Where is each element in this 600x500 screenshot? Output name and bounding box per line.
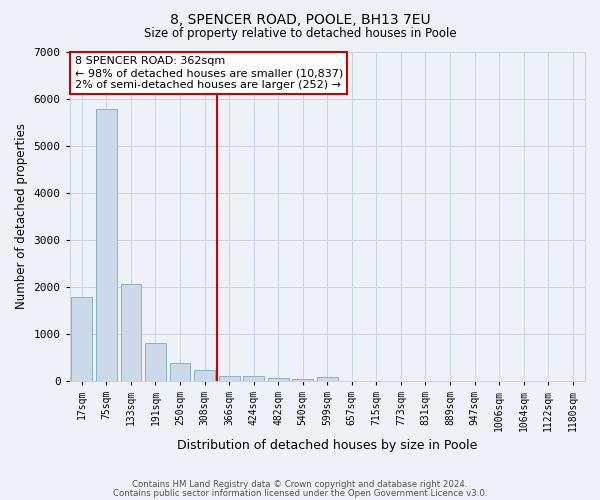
Bar bbox=[292, 379, 313, 381]
Bar bbox=[145, 343, 166, 381]
Text: 8 SPENCER ROAD: 362sqm
← 98% of detached houses are smaller (10,837)
2% of semi-: 8 SPENCER ROAD: 362sqm ← 98% of detached… bbox=[75, 56, 343, 90]
Bar bbox=[218, 376, 239, 381]
Bar bbox=[121, 284, 142, 381]
Bar bbox=[317, 377, 338, 381]
Bar bbox=[170, 363, 190, 381]
Bar bbox=[243, 376, 264, 381]
Bar bbox=[194, 370, 215, 381]
Text: Contains public sector information licensed under the Open Government Licence v3: Contains public sector information licen… bbox=[113, 489, 487, 498]
Bar bbox=[268, 378, 289, 381]
Text: Contains HM Land Registry data © Crown copyright and database right 2024.: Contains HM Land Registry data © Crown c… bbox=[132, 480, 468, 489]
X-axis label: Distribution of detached houses by size in Poole: Distribution of detached houses by size … bbox=[177, 440, 478, 452]
Bar bbox=[71, 297, 92, 381]
Text: Size of property relative to detached houses in Poole: Size of property relative to detached ho… bbox=[143, 28, 457, 40]
Bar bbox=[96, 109, 117, 381]
Y-axis label: Number of detached properties: Number of detached properties bbox=[15, 124, 28, 310]
Text: 8, SPENCER ROAD, POOLE, BH13 7EU: 8, SPENCER ROAD, POOLE, BH13 7EU bbox=[170, 12, 430, 26]
